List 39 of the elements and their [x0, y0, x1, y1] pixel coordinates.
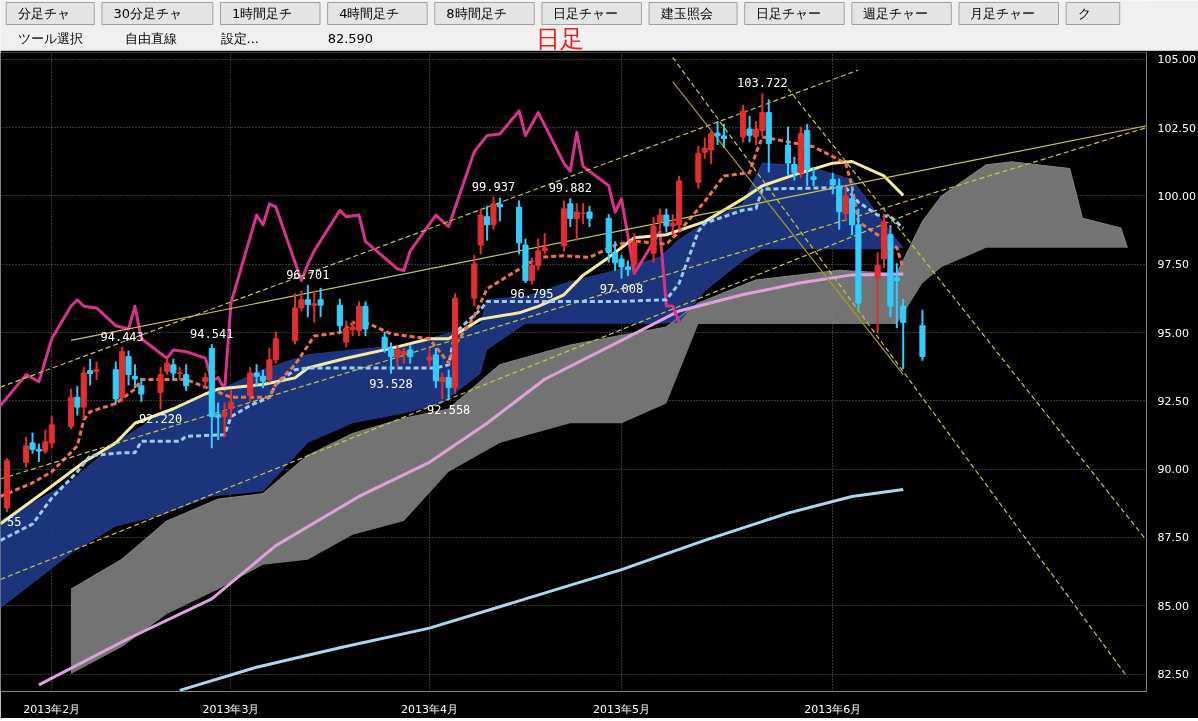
- text: 建玉照会: [659, 6, 713, 21]
- y-tick-label: 97.50: [1157, 258, 1189, 272]
- text: 82.590: [327, 31, 374, 46]
- x-tick-label: 2013年4月: [400, 702, 458, 716]
- x-tick-label: 2013年2月: [23, 702, 81, 716]
- annotation: 103.722: [737, 76, 788, 91]
- text: 週足チャー: [863, 6, 929, 21]
- y-tick-label: 100.00: [1157, 189, 1196, 203]
- annotation: 99.882: [548, 181, 592, 196]
- text: 30分足チャ: [113, 6, 182, 21]
- y-tick-label: 95.00: [1157, 326, 1189, 340]
- y-tick-label: 87.50: [1157, 531, 1189, 545]
- y-tick-label: 102.50: [1157, 121, 1196, 135]
- text: ツール選択: [17, 31, 83, 46]
- x-tick-label: 2013年6月: [804, 702, 862, 716]
- text: 分足チャ: [17, 6, 70, 21]
- text: 日足チャー: [553, 6, 619, 21]
- annotation: 97.008: [599, 281, 644, 296]
- annotation: 99.937: [471, 179, 516, 194]
- y-tick-label: 82.50: [1157, 668, 1189, 682]
- text: 設定...: [220, 31, 259, 46]
- y-tick-label: 105.00: [1157, 53, 1196, 67]
- text: 8時間足チ: [446, 6, 507, 21]
- x-tick-label: 2013年3月: [202, 702, 260, 716]
- y-tick-label: 90.00: [1157, 463, 1189, 477]
- annotation: 55: [6, 515, 22, 530]
- text: 1時間足チ: [232, 6, 293, 21]
- annotation: 92.558: [426, 403, 471, 418]
- chart-title: 日足: [536, 24, 585, 53]
- text: 月足チャー: [970, 6, 1036, 21]
- text: 自由直線: [124, 31, 177, 46]
- annotation: 93.528: [369, 376, 413, 391]
- text: ク: [1077, 6, 1091, 21]
- y-tick-label: 85.00: [1157, 599, 1189, 613]
- annotation: 96.795: [510, 287, 554, 302]
- text: 4時間足チ: [339, 6, 400, 21]
- x-tick-label: 2013年5月: [593, 702, 651, 716]
- y-tick-label: 92.50: [1157, 394, 1189, 408]
- text: 日足チャー: [756, 6, 822, 21]
